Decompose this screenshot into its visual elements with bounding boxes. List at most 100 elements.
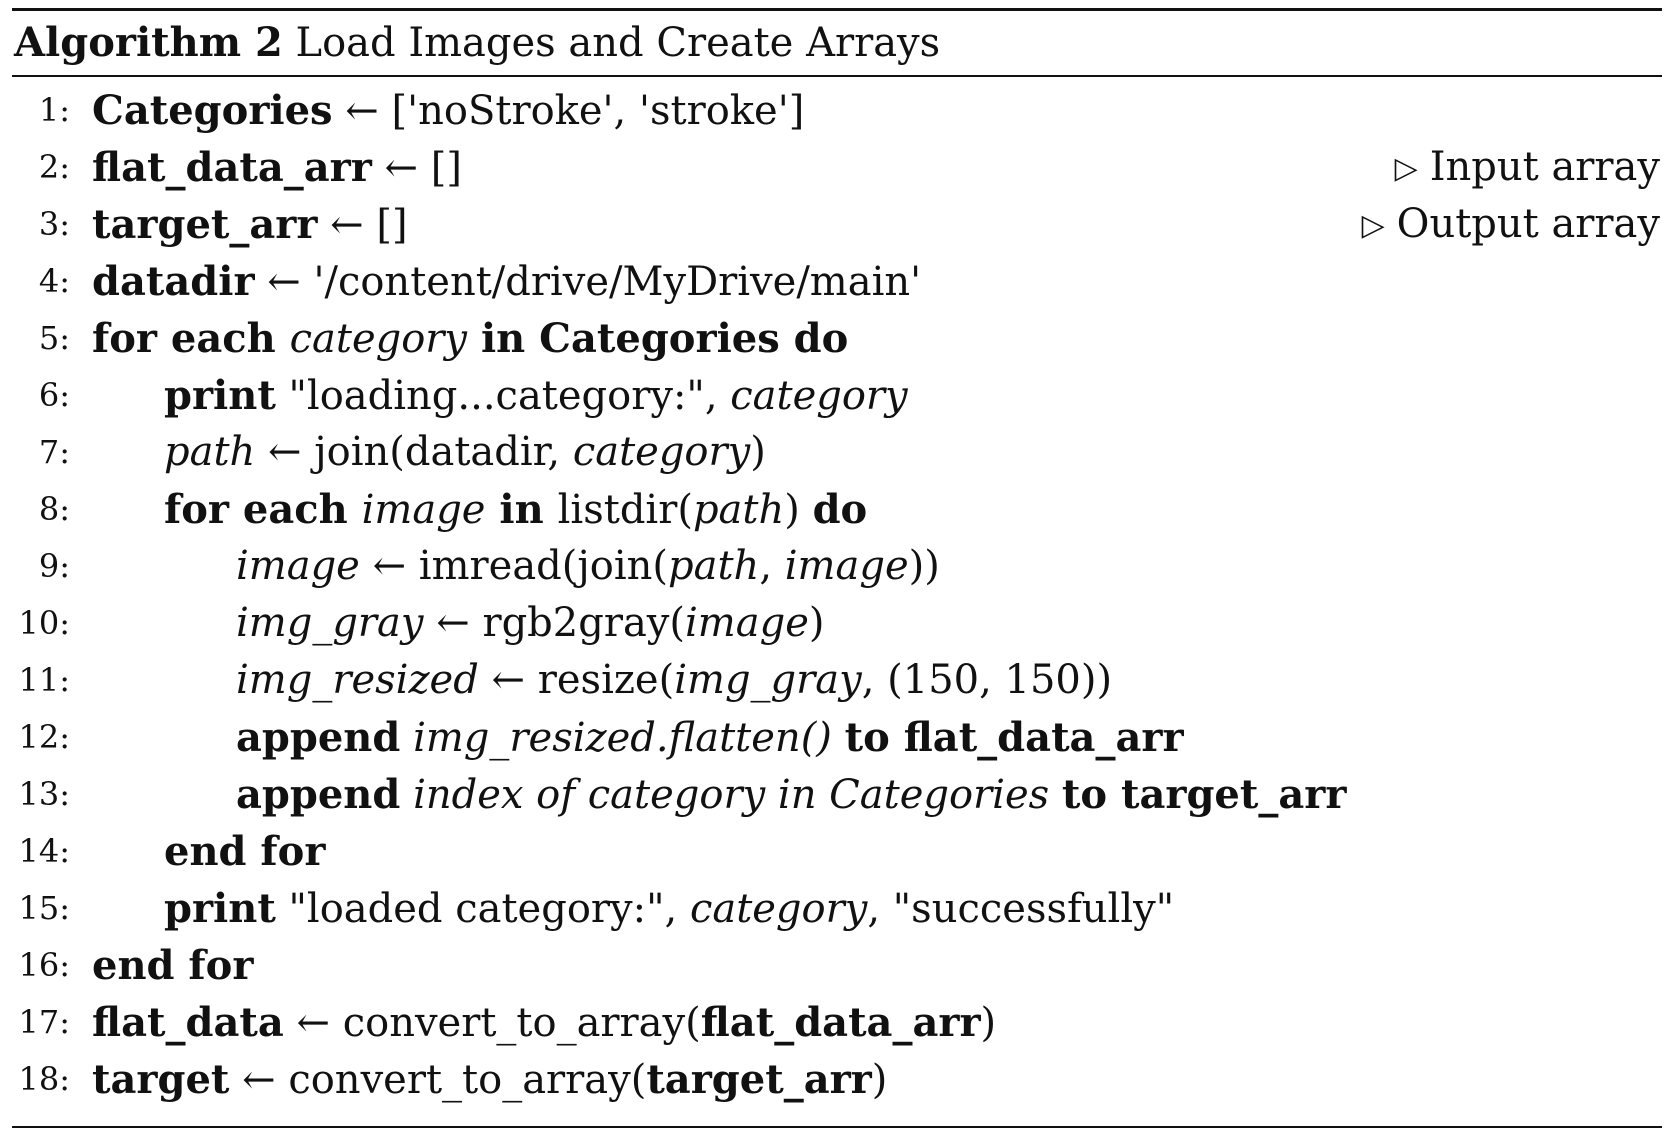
text-token: )) — [908, 543, 940, 589]
line-number: 5: — [38, 319, 70, 357]
keyword-token: to target_arr — [1061, 771, 1347, 818]
keyword-token: in — [485, 486, 558, 533]
variable-token: img_resized.flatten() — [400, 715, 845, 761]
line-number: 16: — [18, 946, 71, 984]
variable-token: path — [692, 487, 785, 533]
line-code: end for — [92, 937, 253, 995]
algorithm-line: 13: append index of category in Categorie… — [12, 766, 1662, 823]
keyword-token: print — [164, 372, 276, 419]
variable-token: category — [289, 316, 468, 362]
keyword-token: Categories — [92, 87, 333, 134]
line-code: img_gray ← rgb2gray(image) — [236, 595, 824, 652]
keyword-token: flat_data_arr — [92, 144, 372, 191]
text-token: ← join(datadir, — [255, 429, 573, 475]
keyword-token: target — [92, 1056, 230, 1103]
variable-token: path — [668, 543, 760, 589]
line-code: path ← join(datadir, category) — [164, 424, 766, 481]
line-number: 10: — [18, 604, 71, 642]
algorithm-line: 18: target ← convert_to_array(target_arr) — [12, 1051, 1662, 1108]
comment-triangle-icon: ▷ — [1361, 208, 1385, 243]
text-token: ← imread(join( — [359, 543, 669, 589]
variable-token: category — [730, 373, 908, 419]
text-token: ) — [980, 1000, 997, 1046]
line-code: end for — [164, 823, 325, 881]
keyword-token: print — [164, 885, 276, 932]
algorithm-line: 8: for each image in listdir(path) do — [12, 481, 1662, 538]
algorithm-line: 15: print "loaded category:", category, "… — [12, 880, 1662, 937]
text-token: , — [759, 543, 785, 589]
variable-token: image — [685, 600, 809, 646]
keyword-token: datadir — [92, 258, 255, 305]
text-token: "loading...category:", — [275, 373, 731, 419]
line-number: 3: — [38, 205, 70, 243]
comment-triangle-icon: ▷ — [1394, 151, 1418, 186]
comment-text: Output array — [1396, 201, 1660, 247]
variable-token: image — [784, 543, 909, 589]
text-token: ) — [808, 600, 825, 646]
algorithm-line: 4: datadir ← '/content/drive/MyDrive/main… — [12, 253, 1662, 310]
algorithm-line: 6: print "loading...category:", category — [12, 367, 1662, 424]
line-code: target_arr ← [] — [92, 196, 408, 254]
keyword-token: end for — [164, 828, 326, 875]
text-token: ) — [784, 487, 813, 533]
text-token: ← ['noStroke', 'stroke'] — [332, 88, 805, 134]
line-code: img_resized ← resize(img_gray, (150, 150… — [236, 652, 1112, 709]
line-code: image ← imread(join(path, image)) — [236, 538, 940, 595]
keyword-token: target_arr — [92, 201, 318, 248]
text-token: ← [] — [317, 202, 408, 248]
text-token: ) — [871, 1057, 888, 1103]
keyword-token: append — [236, 771, 401, 818]
line-code: print "loading...category:", category — [164, 367, 908, 425]
variable-token: path — [164, 429, 256, 475]
algorithm-label: Algorithm 2 — [14, 19, 283, 66]
keyword-token: flat_data — [92, 999, 284, 1046]
text-token: ← '/content/drive/MyDrive/main' — [254, 259, 922, 305]
comment-text: Input array — [1429, 144, 1660, 190]
text-token: "loaded category:", — [275, 886, 690, 932]
keyword-token: append — [236, 714, 401, 761]
line-number: 2: — [38, 148, 70, 186]
algorithm-line: 7: path ← join(datadir, category) — [12, 424, 1662, 481]
line-number: 18: — [18, 1060, 71, 1098]
line-code: for each image in listdir(path) do — [164, 481, 867, 539]
algorithm-block: Algorithm 2 Load Images and Create Array… — [12, 8, 1662, 1130]
text-token: , (150, 150)) — [861, 657, 1113, 703]
line-code: append img_resized.flatten() to flat_dat… — [236, 709, 1184, 767]
line-code: flat_data ← convert_to_array(flat_data_a… — [92, 994, 996, 1052]
keyword-token: for each — [164, 486, 362, 533]
algorithm-line: 11: img_resized ← resize(img_gray, (150, … — [12, 652, 1662, 709]
algorithm-line: 9: image ← imread(join(path, image)) — [12, 538, 1662, 595]
line-number: 7: — [38, 433, 70, 471]
variable-token: img_gray — [674, 657, 862, 703]
line-number: 12: — [18, 718, 71, 756]
variable-token: category — [689, 886, 868, 932]
line-number: 6: — [38, 376, 70, 414]
algorithm-line: 10: img_gray ← rgb2gray(image) — [12, 595, 1662, 652]
text-token: ← rgb2gray( — [423, 600, 686, 646]
keyword-token: target_arr — [646, 1056, 872, 1103]
algorithm-line: 2: flat_data_arr ← [] ▷ Input array — [12, 139, 1662, 196]
algorithm-body: 1: Categories ← ['noStroke', 'stroke'] 2: f… — [12, 77, 1662, 1130]
line-code: flat_data_arr ← [] — [92, 139, 462, 197]
keyword-token: to flat_data_arr — [844, 714, 1184, 761]
algorithm-line: 16: end for — [12, 937, 1662, 994]
line-comment: ▷ Input array — [1395, 139, 1660, 199]
variable-token: image — [361, 487, 486, 533]
keyword-token: in Categories do — [467, 315, 849, 362]
keyword-token: flat_data_arr — [700, 999, 981, 1046]
algorithm-line: 5: for each category in Categories do — [12, 310, 1662, 367]
text-token: ← convert_to_array( — [283, 1000, 701, 1046]
algorithm-line: 12: append img_resized.flatten() to flat_… — [12, 709, 1662, 766]
keyword-token: for each — [92, 315, 290, 362]
line-code: for each category in Categories do — [92, 310, 848, 368]
line-number: 8: — [38, 490, 70, 528]
algorithm-line: 1: Categories ← ['noStroke', 'stroke'] — [12, 82, 1662, 139]
line-comment: ▷ Output array — [1362, 196, 1660, 256]
line-number: 9: — [38, 547, 70, 585]
algorithm-caption: Algorithm 2 Load Images and Create Array… — [12, 11, 1662, 75]
line-code: target ← convert_to_array(target_arr) — [92, 1051, 887, 1109]
caption-rule — [12, 75, 1662, 77]
text-token: ) — [750, 429, 766, 475]
algorithm-line: 3: target_arr ← [] ▷ Output array — [12, 196, 1662, 253]
keyword-token: do — [812, 486, 868, 533]
